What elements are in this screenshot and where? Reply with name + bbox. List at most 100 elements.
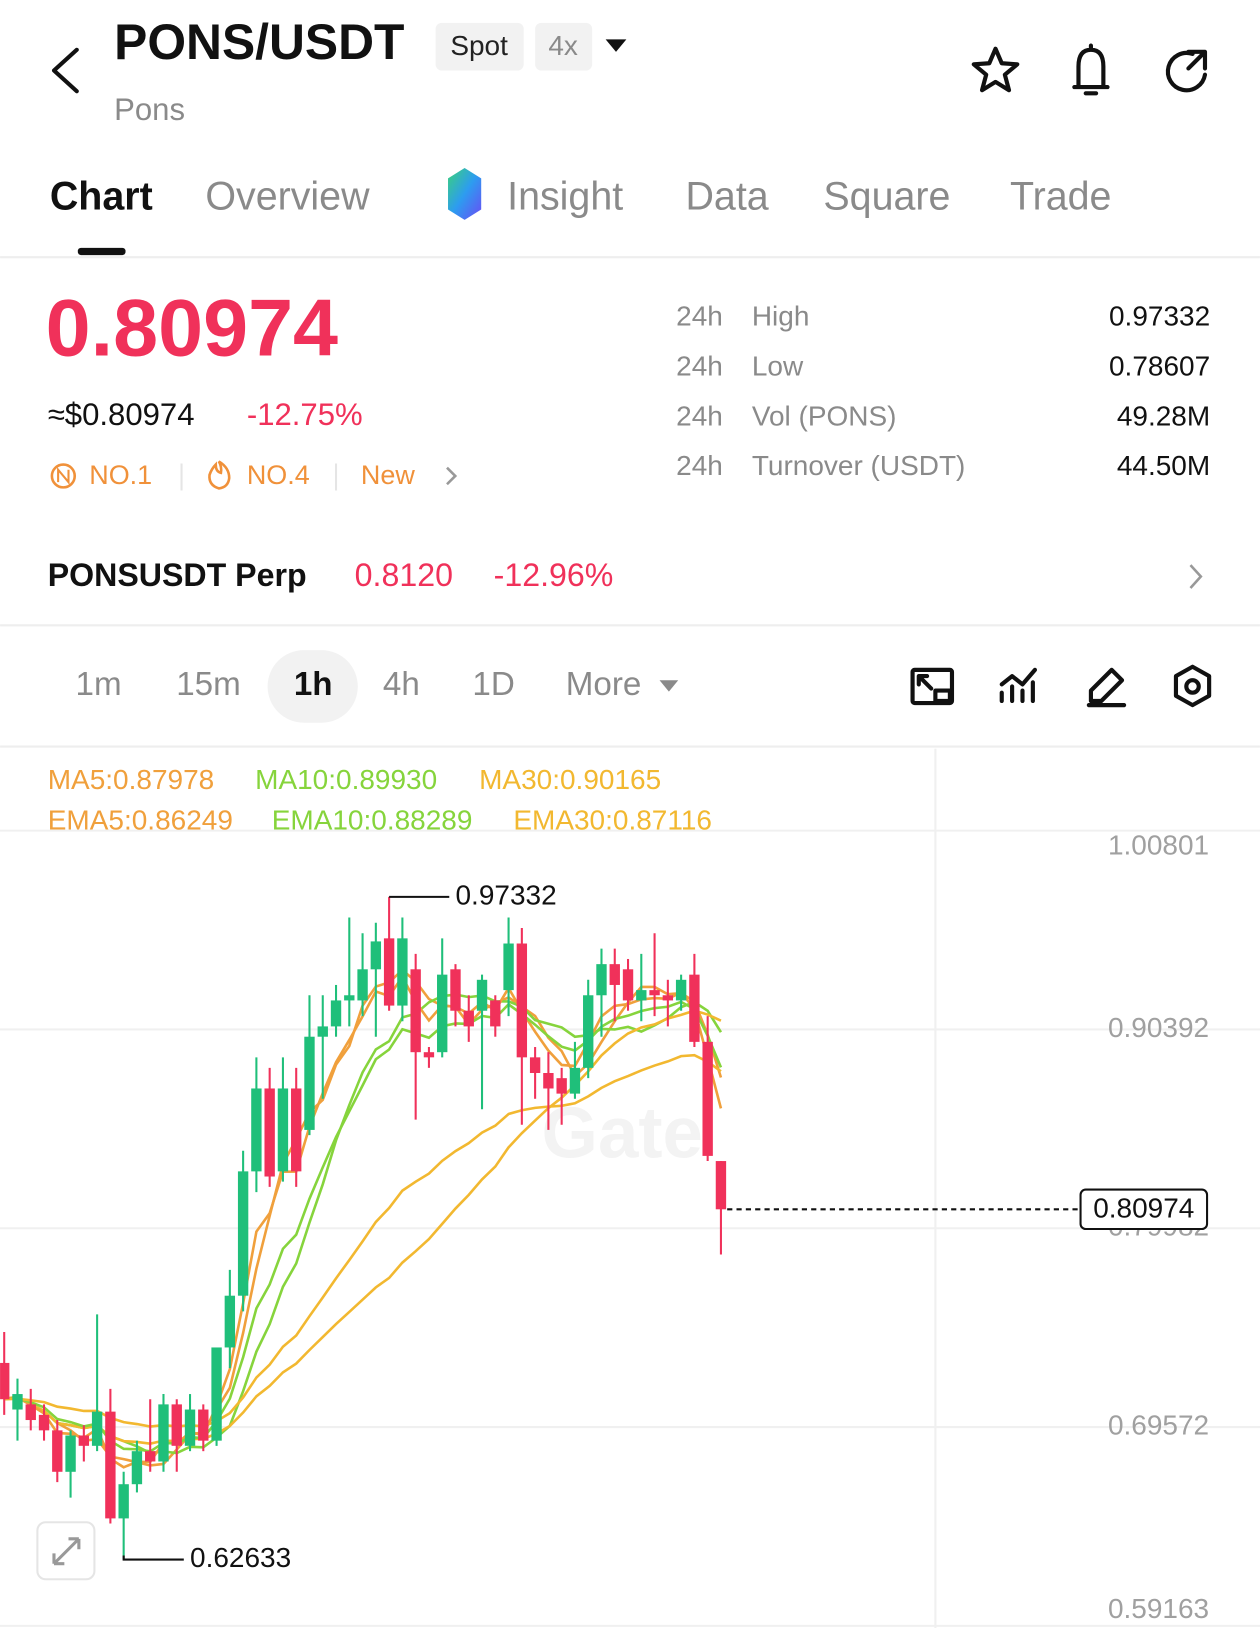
chevron[interactable]: [446, 466, 458, 486]
candle-body: [145, 1451, 156, 1462]
pair-title: PONS/USDT: [114, 14, 404, 70]
interval[interactable]: 4h: [383, 666, 420, 703]
candle-body: [65, 1435, 76, 1472]
tab[interactable]: Insight: [507, 174, 623, 218]
new-badge[interactable]: New: [361, 460, 415, 490]
tab[interactable]: Overview: [205, 174, 370, 218]
dropdown-arrow[interactable]: [605, 39, 627, 52]
indicator-label: MA10:0.89930: [255, 764, 437, 795]
candle-body: [12, 1394, 23, 1410]
indicator-label: MA5:0.87978: [48, 764, 214, 795]
candle-body: [105, 1411, 116, 1519]
rank-icon-glyph: [57, 466, 70, 486]
market-badge: Spot: [450, 30, 508, 61]
candle-body: [291, 1088, 302, 1172]
share-icon[interactable]: [1165, 49, 1208, 93]
indicator-label: EMA5:0.86249: [48, 805, 233, 836]
candle-body: [450, 969, 461, 1011]
candle-body: [237, 1171, 249, 1296]
perp-symbol[interactable]: PONSUSDT Perp: [48, 557, 307, 593]
candle-body: [383, 938, 395, 1006]
candle-body: [622, 969, 634, 1001]
candle-body: [596, 964, 607, 996]
annotations: 0.97332 0.62633 0.80974: [122, 879, 1209, 1573]
candle-body: [211, 1347, 222, 1441]
high-label: 0.97332: [455, 879, 556, 910]
more-arrow[interactable]: [659, 680, 679, 692]
tab[interactable]: Square: [823, 174, 950, 218]
interval[interactable]: More: [566, 666, 642, 703]
candle-body: [264, 1088, 275, 1177]
candle-body: [516, 943, 528, 1058]
candle-body: [556, 1078, 567, 1094]
settings-icon[interactable]: [1173, 664, 1212, 708]
back-button[interactable]: [51, 47, 79, 94]
rank-badge[interactable]: NO.1: [89, 460, 152, 490]
market-badge-bg: [435, 22, 524, 71]
stats-table: 24h High 0.97332 24h Low 0.78607 24h Vol (PONS)…: [676, 301, 1210, 481]
candle-body: [357, 969, 368, 1001]
favorite-icon[interactable]: [971, 46, 1020, 93]
indicator-line: [4, 974, 723, 1469]
candle-body: [702, 1041, 713, 1156]
candle-body: [476, 979, 488, 1011]
stat-period: 24h: [676, 400, 723, 431]
indicator-icon[interactable]: [999, 667, 1037, 704]
candle-body: [171, 1404, 182, 1446]
candle-body: [118, 1484, 129, 1519]
candle-body: [463, 1010, 474, 1027]
candle-body: [649, 990, 660, 996]
tab[interactable]: Data: [685, 174, 768, 218]
candle-body: [662, 995, 674, 1001]
interval[interactable]: 1D: [472, 666, 514, 703]
candle-body: [636, 990, 647, 1001]
insight-icon[interactable]: [448, 167, 482, 220]
tab[interactable]: Chart: [50, 174, 153, 218]
stat-label: Vol (PONS): [752, 400, 897, 431]
chevron[interactable]: [1189, 564, 1203, 589]
stat-value: 0.97332: [1109, 301, 1210, 332]
active-tab-indicator: [77, 247, 126, 256]
candle-body: [569, 1067, 581, 1094]
leverage-badge-bg[interactable]: [535, 22, 593, 71]
last-price-label: 0.80974: [1093, 1193, 1194, 1224]
candle-body: [410, 969, 421, 1053]
interval[interactable]: 15m: [176, 666, 241, 703]
indicator-line: [3, 993, 723, 1455]
interval[interactable]: 1h: [294, 666, 333, 703]
indicator-line: [3, 1009, 722, 1445]
candle-body: [184, 1409, 196, 1446]
candle-body: [437, 974, 448, 1053]
stat-label: Turnover (USDT): [752, 450, 966, 481]
candle-body: [397, 938, 408, 1006]
active-interval-bg: [267, 650, 358, 723]
candle-body: [344, 995, 355, 1001]
y-tick-label: 0.90392: [1108, 1012, 1209, 1043]
candle-body: [78, 1435, 90, 1446]
last-price: 0.80974: [46, 283, 338, 373]
candle-body: [0, 1362, 10, 1400]
alert-icon[interactable]: [1072, 43, 1110, 96]
perp-price: 0.8120: [355, 557, 453, 593]
stat-period: 24h: [676, 450, 723, 481]
tab[interactable]: Trade: [1010, 174, 1111, 218]
indicator-line: [4, 1000, 723, 1453]
stat-period: 24h: [676, 301, 723, 332]
y-tick-label: 0.59163: [1108, 1593, 1209, 1624]
candle-body: [543, 1073, 554, 1089]
pair-name: Pons: [114, 92, 185, 127]
candle-body: [251, 1088, 262, 1172]
plot: [0, 896, 727, 1560]
low-label: 0.62633: [190, 1542, 291, 1573]
fullscreen-icon[interactable]: [910, 667, 955, 706]
candle-body: [25, 1404, 36, 1421]
interval[interactable]: 1m: [76, 666, 122, 703]
leverage-badge[interactable]: 4x: [548, 30, 578, 61]
expand-icon[interactable]: [52, 1537, 81, 1566]
y-tick-label: 0.69572: [1108, 1409, 1209, 1440]
candle-body: [317, 1026, 328, 1037]
tab-bar: Chart Overview Insight Data Square Trade: [50, 174, 1112, 218]
draw-icon[interactable]: [1086, 667, 1127, 708]
hot-badge[interactable]: NO.4: [247, 460, 310, 490]
